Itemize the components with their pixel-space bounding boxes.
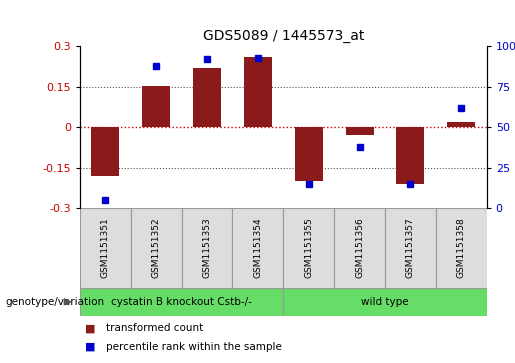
Text: GSM1151355: GSM1151355	[304, 217, 313, 278]
Text: genotype/variation: genotype/variation	[5, 297, 104, 307]
Text: GSM1151352: GSM1151352	[151, 217, 161, 278]
Text: GSM1151357: GSM1151357	[406, 217, 415, 278]
Bar	[283, 288, 487, 316]
Text: ■: ■	[85, 323, 95, 333]
Text: percentile rank within the sample: percentile rank within the sample	[106, 342, 282, 352]
Bar	[244, 57, 272, 127]
Bar	[232, 208, 283, 288]
Bar	[385, 208, 436, 288]
Bar	[283, 208, 334, 288]
Bar	[447, 122, 475, 127]
Bar	[91, 127, 119, 176]
Bar	[346, 127, 373, 135]
Text: GSM1151354: GSM1151354	[253, 217, 262, 278]
Title: GDS5089 / 1445573_at: GDS5089 / 1445573_at	[202, 29, 364, 43]
Text: transformed count: transformed count	[106, 323, 203, 333]
Text: GSM1151356: GSM1151356	[355, 217, 364, 278]
Text: wild type: wild type	[361, 297, 409, 307]
Bar	[193, 68, 221, 127]
Bar	[80, 208, 131, 288]
Bar	[80, 288, 283, 316]
Text: cystatin B knockout Cstb-/-: cystatin B knockout Cstb-/-	[111, 297, 252, 307]
Text: GSM1151353: GSM1151353	[202, 217, 212, 278]
Bar	[142, 86, 170, 127]
Bar	[397, 127, 424, 184]
Text: GSM1151351: GSM1151351	[101, 217, 110, 278]
Bar	[131, 208, 181, 288]
Bar	[181, 208, 232, 288]
Text: GSM1151358: GSM1151358	[457, 217, 466, 278]
Bar	[295, 127, 323, 181]
Bar	[436, 208, 487, 288]
Bar	[334, 208, 385, 288]
Text: ■: ■	[85, 342, 95, 352]
